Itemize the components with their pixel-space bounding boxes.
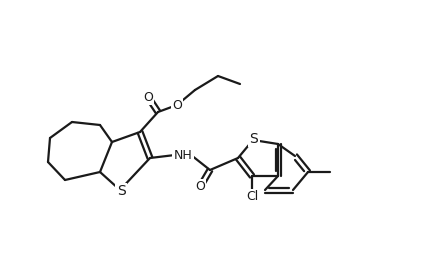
Text: S: S: [116, 184, 125, 198]
Text: O: O: [143, 90, 153, 104]
Text: O: O: [195, 181, 205, 193]
Text: NH: NH: [173, 148, 192, 162]
Text: S: S: [250, 132, 258, 146]
Text: O: O: [172, 99, 182, 111]
Text: Cl: Cl: [246, 190, 258, 204]
